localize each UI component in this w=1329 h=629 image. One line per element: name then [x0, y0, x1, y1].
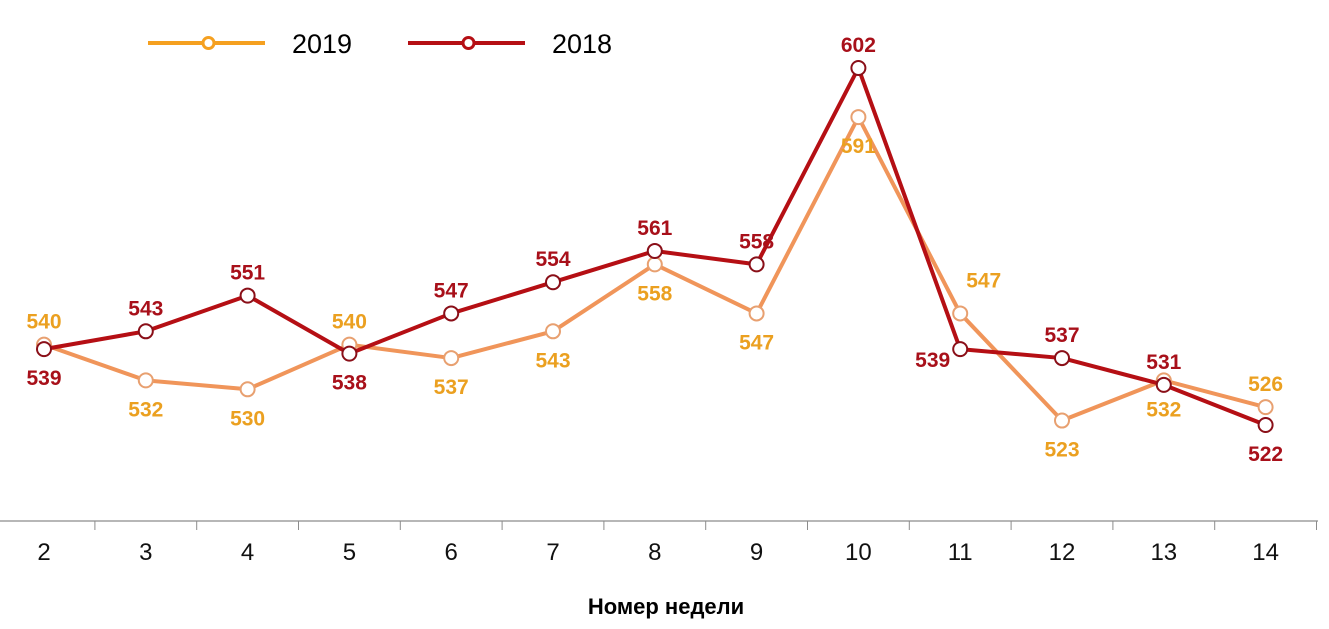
- x-tick-label: 7: [546, 539, 559, 566]
- data-point-marker: [646, 256, 663, 273]
- legend: 2019 2018: [148, 29, 612, 59]
- x-tick-label: 5: [343, 539, 356, 566]
- legend-item-2019: 2019: [148, 29, 352, 59]
- data-label: 602: [841, 34, 876, 57]
- x-tick-label: 8: [648, 539, 661, 566]
- data-point-marker: [1257, 399, 1274, 416]
- x-tick-label: 9: [750, 539, 763, 566]
- data-point-marker: [1257, 417, 1274, 433]
- data-point-marker: [1054, 412, 1070, 429]
- data-label: 540: [26, 311, 61, 334]
- data-point-marker: [341, 345, 358, 362]
- x-tick-label: 11: [948, 539, 973, 566]
- data-label: 526: [1248, 373, 1283, 396]
- data-label: 522: [1248, 443, 1283, 466]
- data-point-marker: [137, 372, 154, 389]
- data-point-marker: [36, 341, 52, 358]
- data-point-marker: [850, 109, 867, 126]
- data-point-marker: [748, 256, 765, 273]
- data-label: 547: [739, 331, 774, 354]
- x-tick-label: 10: [845, 539, 872, 566]
- data-point-marker: [545, 323, 561, 340]
- data-label: 537: [434, 376, 469, 399]
- data-label: 543: [535, 349, 570, 372]
- data-label: 543: [128, 297, 163, 320]
- legend-item-2018: 2018: [408, 29, 612, 59]
- data-label: 547: [966, 269, 1001, 292]
- x-tick-label: 2: [37, 539, 50, 566]
- x-axis: 2 3 4 5 6 7 8 9 10 11 12 13 14: [0, 520, 1318, 566]
- data-label: 538: [332, 372, 367, 395]
- data-label: 547: [434, 279, 469, 302]
- data-point-marker: [239, 381, 256, 398]
- series-2018: 539 543 551 538 547 554 561 558 602 539 537 531 522: [26, 34, 1283, 466]
- data-label: 531: [1146, 351, 1181, 374]
- data-point-marker: [748, 305, 765, 322]
- data-label: 558: [739, 230, 774, 253]
- series-2019: 540 532 530 540 537 543 558 547 591 547 523 532 526: [26, 109, 1283, 462]
- data-label: 539: [26, 367, 61, 390]
- data-label: 537: [1044, 324, 1079, 347]
- data-label: 540: [332, 311, 367, 334]
- data-point-marker: [239, 287, 256, 304]
- data-label: 530: [230, 407, 265, 430]
- data-point-marker: [545, 274, 561, 291]
- data-label: 554: [535, 248, 570, 271]
- data-point-marker: [850, 60, 867, 76]
- x-tick-label: 4: [241, 539, 254, 566]
- data-point-marker: [1155, 376, 1172, 393]
- data-point-marker: [952, 305, 969, 322]
- data-label: 561: [637, 217, 672, 240]
- legend-label: 2018: [552, 29, 612, 59]
- data-point-marker: [952, 341, 969, 358]
- legend-label: 2019: [292, 29, 352, 59]
- x-axis-title: Номер недели: [588, 594, 744, 619]
- data-point-marker: [443, 350, 460, 367]
- data-label: 558: [637, 282, 672, 305]
- data-label: 532: [1146, 398, 1181, 421]
- data-label: 523: [1044, 439, 1079, 462]
- data-label: 532: [128, 398, 163, 421]
- data-label: 539: [915, 349, 950, 372]
- data-point-marker: [646, 242, 663, 259]
- data-point-marker: [137, 323, 154, 340]
- x-tick-label: 3: [139, 539, 152, 566]
- legend-marker-icon: [201, 36, 216, 50]
- data-label: 591: [841, 135, 876, 158]
- x-tick-label: 14: [1252, 539, 1279, 566]
- data-point-marker: [1054, 350, 1070, 367]
- data-point-marker: [443, 305, 460, 322]
- x-tick-label: 12: [1049, 539, 1076, 566]
- x-tick-label: 13: [1150, 539, 1177, 566]
- legend-marker-icon: [461, 36, 476, 50]
- x-tick-label: 6: [445, 539, 458, 566]
- data-label: 551: [230, 262, 265, 285]
